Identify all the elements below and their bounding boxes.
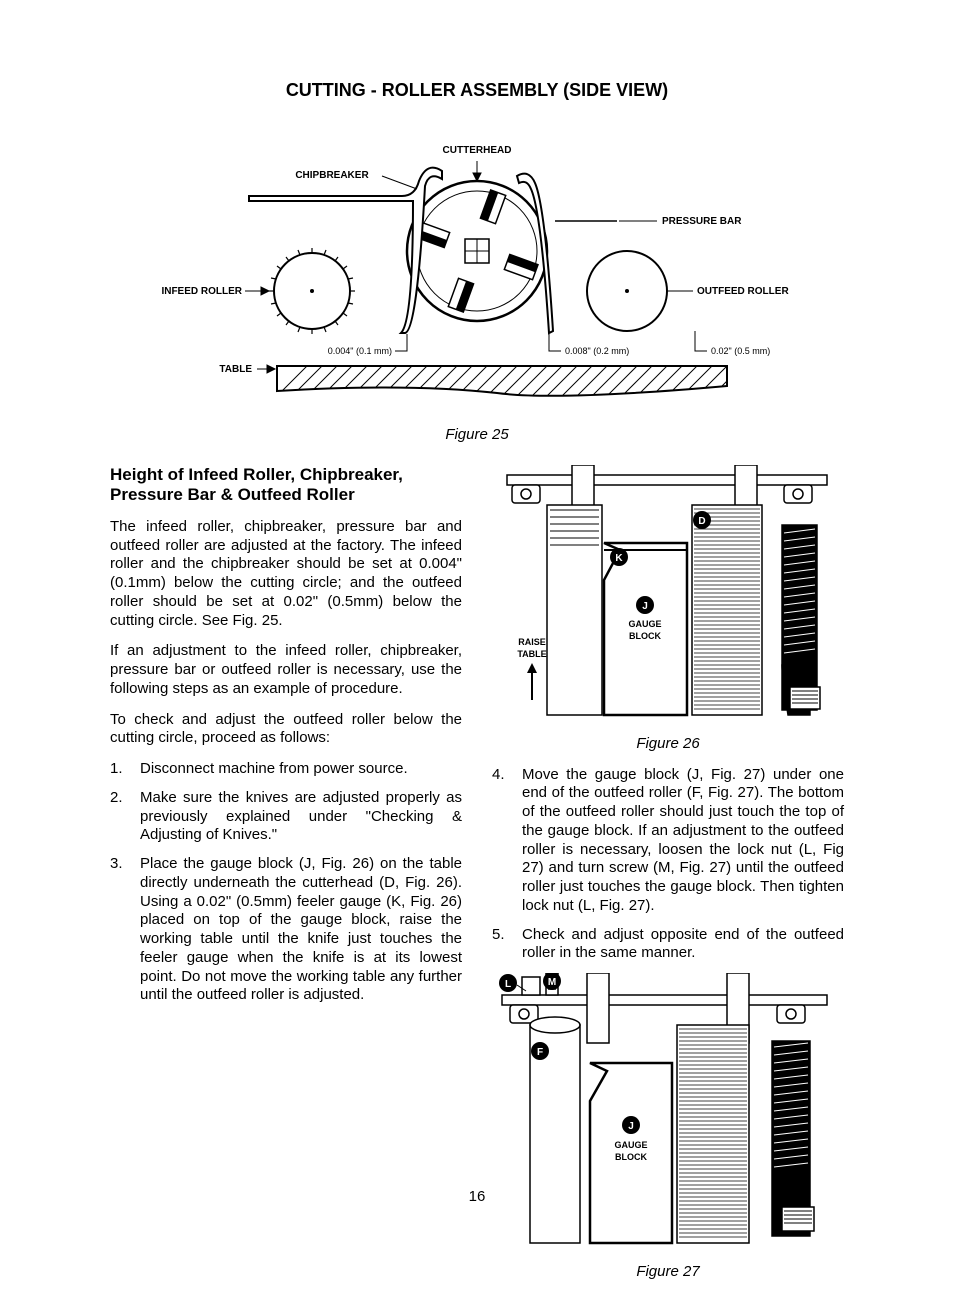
step-number: 3. <box>110 855 140 1005</box>
steps-list-right: 4.Move the gauge block (J, Fig. 27) unde… <box>492 766 844 964</box>
svg-text:TABLE: TABLE <box>517 649 546 659</box>
step-item: 1.Disconnect machine from power source. <box>110 760 462 779</box>
step-text: Make sure the knives are adjusted proper… <box>140 789 462 845</box>
main-title: CUTTING - ROLLER ASSEMBLY (SIDE VIEW) <box>110 80 844 101</box>
paragraph: To check and adjust the outfeed roller b… <box>110 711 462 749</box>
svg-text:F: F <box>537 1047 543 1058</box>
step-text: Move the gauge block (J, Fig. 27) under … <box>522 766 844 916</box>
figure-25-diagram-icon: CUTTERHEAD CHIPBREAKER PRESSURE BAR INFE… <box>157 121 797 411</box>
svg-text:D: D <box>698 516 705 527</box>
figure-26-diagram-icon: D K J GAUGE BLOCK RAISE TABLE <box>492 465 842 725</box>
steps-list-left: 1.Disconnect machine from power source. … <box>110 760 462 1005</box>
right-column: D K J GAUGE BLOCK RAISE TABLE Figure 26 … <box>492 465 844 1294</box>
step-number: 5. <box>492 926 522 964</box>
paragraph: If an adjustment to the infeed roller, c… <box>110 642 462 698</box>
svg-text:J: J <box>628 1121 634 1132</box>
section-heading: Height of Infeed Roller, Chipbreaker, Pr… <box>110 465 462 506</box>
svg-text:K: K <box>615 553 623 564</box>
svg-text:0.004" (0.1 mm): 0.004" (0.1 mm) <box>328 346 392 356</box>
document-page: CUTTING - ROLLER ASSEMBLY (SIDE VIEW) <box>0 0 954 1235</box>
svg-text:PRESSURE BAR: PRESSURE BAR <box>662 216 742 227</box>
step-item: 5.Check and adjust opposite end of the o… <box>492 926 844 964</box>
svg-text:INFEED ROLLER: INFEED ROLLER <box>161 286 242 297</box>
step-item: 2.Make sure the knives are adjusted prop… <box>110 789 462 845</box>
figure-26-caption: Figure 26 <box>492 735 844 754</box>
svg-text:RAISE: RAISE <box>518 637 546 647</box>
svg-text:0.008" (0.2 mm): 0.008" (0.2 mm) <box>565 346 629 356</box>
step-item: 4.Move the gauge block (J, Fig. 27) unde… <box>492 766 844 916</box>
svg-text:GAUGE: GAUGE <box>614 1140 647 1150</box>
figure-27-diagram-icon: L M F J GAUGE BLOCK <box>492 973 842 1253</box>
paragraph: The infeed roller, chipbreaker, pressure… <box>110 518 462 631</box>
svg-text:CHIPBREAKER: CHIPBREAKER <box>295 170 369 181</box>
figure-26: D K J GAUGE BLOCK RAISE TABLE <box>492 465 844 731</box>
page-number: 16 <box>0 1188 954 1205</box>
step-text: Check and adjust opposite end of the out… <box>522 926 844 964</box>
svg-text:TABLE: TABLE <box>219 364 252 375</box>
left-column: Height of Infeed Roller, Chipbreaker, Pr… <box>110 465 462 1294</box>
step-item: 3.Place the gauge block (J, Fig. 26) on … <box>110 855 462 1005</box>
svg-text:L: L <box>505 979 511 990</box>
step-text: Place the gauge block (J, Fig. 26) on th… <box>140 855 462 1005</box>
step-number: 2. <box>110 789 140 845</box>
svg-text:GAUGE: GAUGE <box>628 619 661 629</box>
figure-25: CUTTERHEAD CHIPBREAKER PRESSURE BAR INFE… <box>157 121 797 416</box>
step-text: Disconnect machine from power source. <box>140 760 462 779</box>
svg-text:BLOCK: BLOCK <box>629 631 661 641</box>
svg-text:OUTFEED ROLLER: OUTFEED ROLLER <box>697 286 789 297</box>
svg-text:J: J <box>642 601 648 612</box>
figure-27: L M F J GAUGE BLOCK <box>492 973 844 1259</box>
figure-27-caption: Figure 27 <box>492 1263 844 1282</box>
svg-text:M: M <box>548 977 556 988</box>
step-number: 1. <box>110 760 140 779</box>
svg-text:CUTTERHEAD: CUTTERHEAD <box>443 145 512 156</box>
svg-text:BLOCK: BLOCK <box>615 1152 647 1162</box>
step-number: 4. <box>492 766 522 916</box>
svg-text:0.02" (0.5 mm): 0.02" (0.5 mm) <box>711 346 770 356</box>
figure-25-caption: Figure 25 <box>110 426 844 443</box>
two-column-layout: Height of Infeed Roller, Chipbreaker, Pr… <box>110 465 844 1294</box>
